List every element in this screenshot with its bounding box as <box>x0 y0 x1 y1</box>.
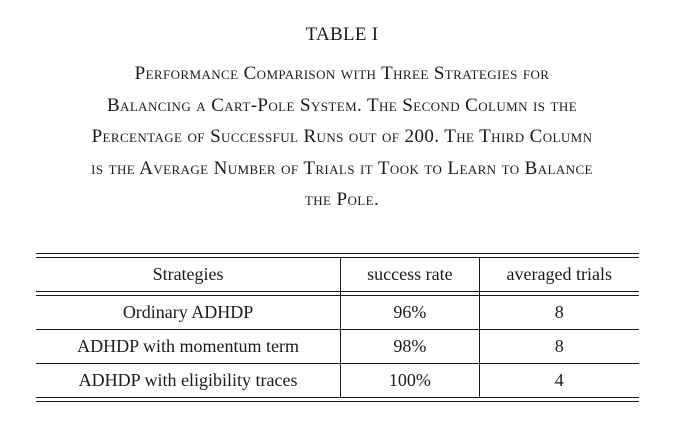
results-table: Strategies success rate averaged trials … <box>36 257 639 398</box>
cell-averaged-trials: 8 <box>479 295 639 330</box>
table-row: Ordinary ADHDP 96% 8 <box>36 295 639 330</box>
header-averaged-trials: averaged trials <box>479 257 639 292</box>
cell-averaged-trials: 4 <box>479 363 639 398</box>
table-label: TABLE I <box>305 24 379 45</box>
table-row: ADHDP with eligibility traces 100% 4 <box>36 363 639 398</box>
cell-strategy: ADHDP with eligibility traces <box>36 363 342 398</box>
caption-line: Performance Comparison with Three Strate… <box>134 63 550 84</box>
table-bottom-rule <box>36 401 639 402</box>
caption-line: Balancing a Cart-Pole System. The Second… <box>106 94 578 116</box>
caption-line: is the Average Number of Trials it Took … <box>91 157 593 179</box>
results-table-container: Strategies success rate averaged trials … <box>36 253 639 402</box>
table-top-rule <box>36 253 639 254</box>
header-double-rule-gap <box>36 291 639 296</box>
caption-line: the Pole. <box>304 189 380 210</box>
cell-strategy: ADHDP with momentum term <box>36 329 342 364</box>
header-success-rate: success rate <box>340 257 480 292</box>
cell-averaged-trials: 8 <box>479 329 639 364</box>
cell-success-rate: 98% <box>340 329 480 364</box>
gap-cell <box>36 291 342 296</box>
caption-line: Percentage of Successful Runs out of 200… <box>91 126 593 147</box>
cell-success-rate: 96% <box>340 295 480 330</box>
table-row: ADHDP with momentum term 98% 8 <box>36 329 639 364</box>
cell-success-rate: 100% <box>340 363 480 398</box>
gap-cell <box>340 291 480 296</box>
table-caption: Performance Comparison with Three Strate… <box>0 58 684 216</box>
header-strategies: Strategies <box>36 257 342 292</box>
table-header-row: Strategies success rate averaged trials <box>36 257 639 292</box>
cell-strategy: Ordinary ADHDP <box>36 295 342 330</box>
